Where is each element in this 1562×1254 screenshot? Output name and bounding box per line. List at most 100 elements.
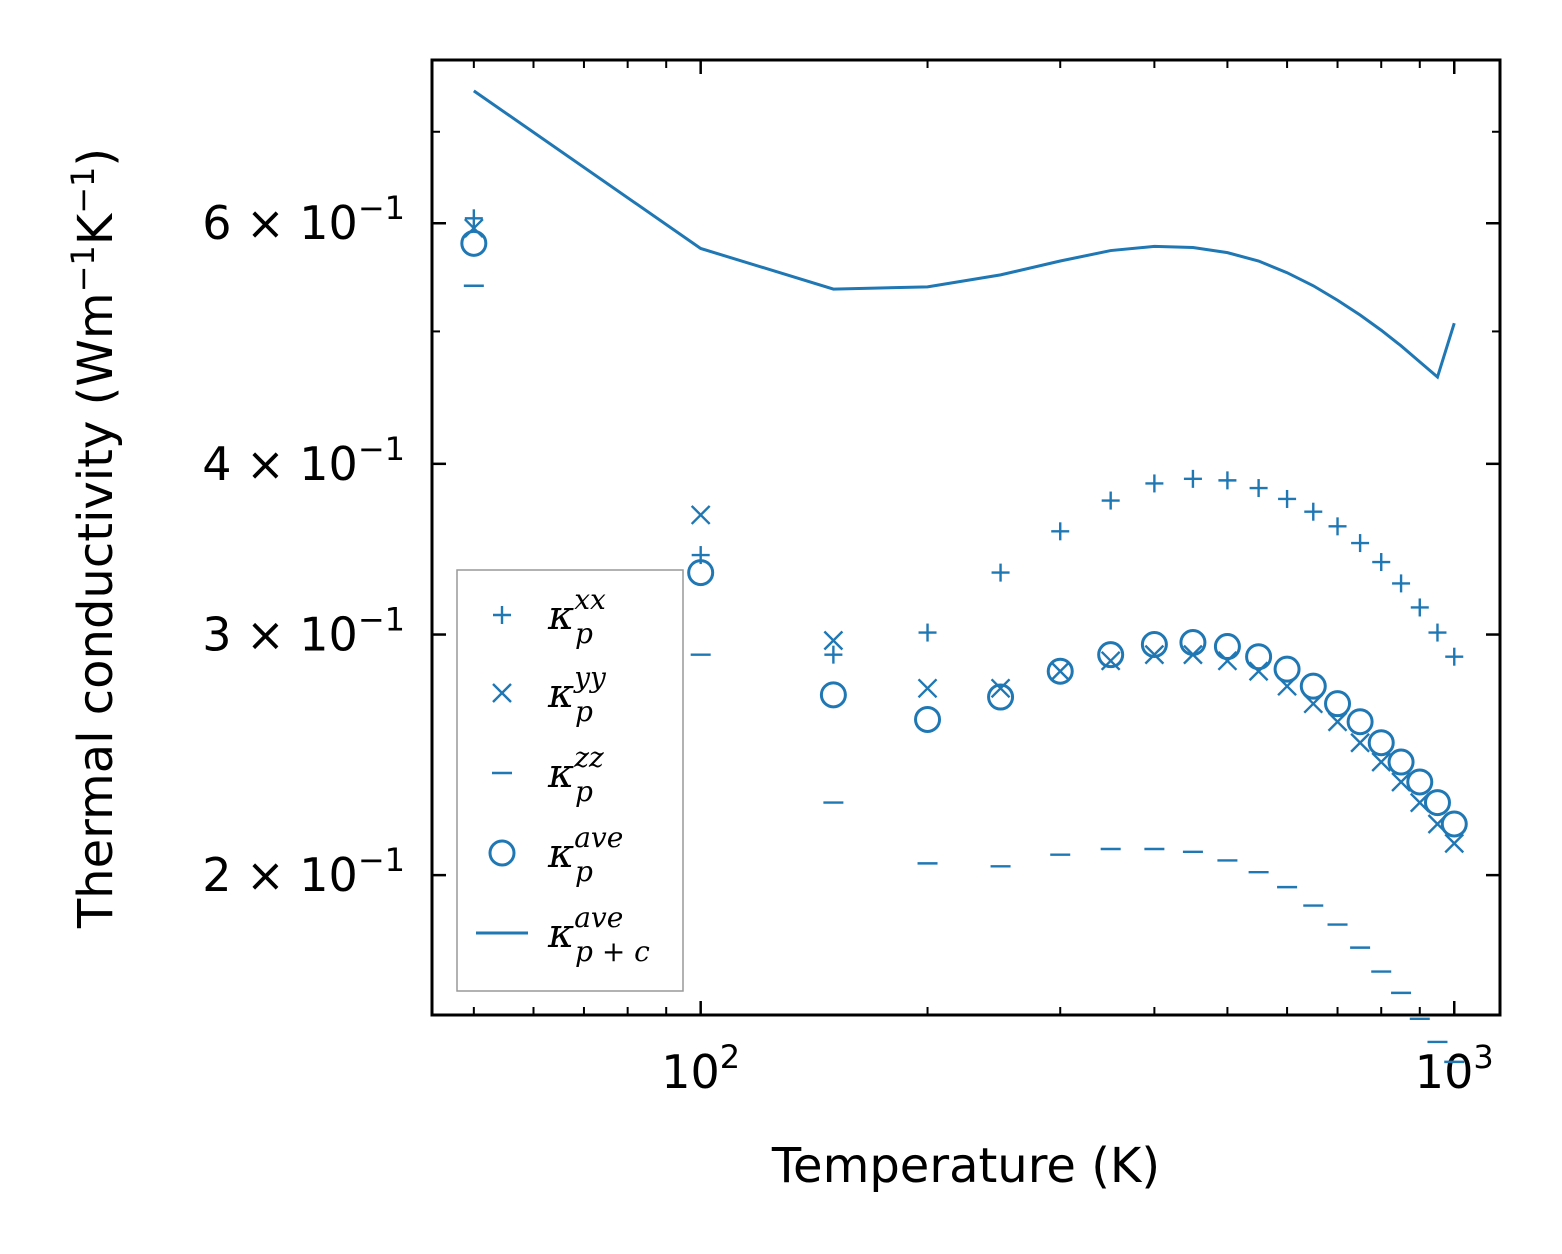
data-point (1367, 729, 1395, 757)
data-point (824, 645, 843, 664)
y-tick-label-exp: −1 (358, 601, 405, 639)
y-tick-label-exp: −1 (358, 841, 405, 879)
ring (819, 681, 847, 709)
y-axis-title-exp1: −1 (64, 245, 102, 292)
data-point (917, 678, 938, 699)
legend-marker (492, 683, 512, 703)
legend-label-symbol: κ (547, 593, 574, 639)
legend-label-sup: ave (574, 821, 623, 854)
data-point (1351, 534, 1370, 553)
data-point (1444, 833, 1465, 854)
data-point (1423, 789, 1451, 817)
legend-label: κave (547, 821, 623, 877)
ring (1440, 810, 1468, 838)
ring (1273, 655, 1301, 683)
y-tick-label: 4 × 10−1 (202, 430, 405, 491)
ring (1097, 641, 1125, 669)
data-point (1278, 489, 1297, 508)
y-tick-label-mant: 6 (202, 196, 246, 250)
legend-marker (493, 606, 511, 624)
ring (1387, 748, 1415, 776)
data-point (1410, 598, 1429, 617)
ring (1324, 690, 1352, 718)
y-tick-label-base: × 10 (246, 608, 358, 662)
y-tick-label-exp: −1 (358, 189, 405, 227)
data-point (914, 705, 942, 733)
legend-label-subscript: p (575, 855, 593, 888)
data-point (1097, 641, 1125, 669)
data-point (1144, 644, 1165, 665)
data-point (1248, 661, 1269, 682)
data-point (990, 678, 1011, 699)
plot-frame (430, 58, 1502, 1017)
data-point (1145, 474, 1164, 493)
series-hline (463, 284, 1465, 1064)
ring (1245, 643, 1273, 671)
ring (1179, 629, 1207, 657)
y-axis-title: Thermal conductivity (Wm−1K−1) (64, 148, 124, 929)
legend-label: κave (547, 901, 623, 957)
data-point (690, 505, 711, 525)
ring (1299, 672, 1327, 700)
x-b (1248, 661, 1269, 682)
series-circle (460, 229, 1468, 838)
series-plus (464, 209, 1464, 666)
ring (1367, 729, 1395, 757)
x-b (1350, 732, 1370, 753)
data-point (1324, 690, 1352, 718)
data-point (1372, 553, 1391, 572)
data-point (1140, 631, 1168, 659)
x-axis-title: Temperature (K) (771, 1138, 1160, 1194)
x-b (990, 678, 1011, 699)
legend-label-symbol: κ (547, 671, 574, 717)
data-point (823, 630, 844, 651)
data-point (1371, 752, 1392, 772)
series-line (472, 89, 1456, 380)
data-point (1346, 708, 1374, 736)
legend-label-subscript: p (575, 695, 593, 728)
legend-label-subscript: p (575, 775, 593, 808)
x-b (1050, 661, 1071, 682)
y-tick-label-base: × 10 (246, 848, 358, 902)
data-point (1100, 650, 1121, 671)
y-axis-title-main: Thermal conductivity (Wm (68, 292, 124, 929)
data-point (464, 209, 483, 228)
ring (687, 559, 715, 587)
ring (488, 839, 516, 867)
data-point (687, 559, 715, 587)
legend-label-sup: xx (574, 583, 606, 616)
ring (1346, 708, 1374, 736)
data-point (1050, 661, 1071, 682)
x-b (1444, 833, 1465, 854)
data-point (1392, 574, 1411, 593)
x-tick-label-base: 10 (1415, 1045, 1474, 1099)
ring (987, 683, 1015, 711)
data-point (1046, 657, 1074, 685)
y-tick-label-exp: −1 (358, 430, 405, 468)
x-b (1371, 752, 1392, 772)
data-point (1350, 732, 1370, 753)
legend-label: κxx (547, 583, 606, 639)
x-b (1391, 772, 1411, 792)
ring (1213, 633, 1241, 661)
data-point (819, 681, 847, 709)
x-tick-label-base: 10 (661, 1045, 720, 1099)
ring (1046, 657, 1074, 685)
data-point (1387, 748, 1415, 776)
legend-frame (456, 569, 684, 992)
y-tick-label-mant: 3 (202, 608, 246, 662)
ring (1140, 631, 1168, 659)
x-b (1100, 650, 1121, 671)
series-line (472, 89, 1456, 380)
ring (1423, 789, 1451, 817)
x-b (492, 683, 512, 703)
data-point (1183, 469, 1202, 488)
x-b (917, 678, 938, 699)
x-tick-label: 102 (661, 1038, 740, 1099)
